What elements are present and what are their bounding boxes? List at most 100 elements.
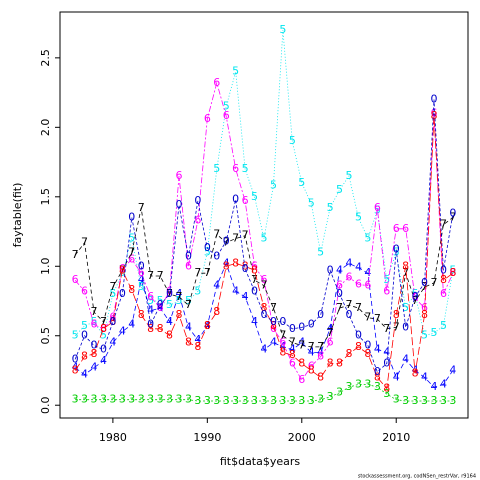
point-marker: 0: [251, 284, 258, 297]
point-marker: 7: [289, 336, 296, 349]
point-marker: 3: [270, 394, 277, 407]
point-marker: 6: [374, 201, 381, 214]
point-marker: 3: [176, 393, 183, 406]
point-marker: 0: [213, 250, 220, 263]
point-marker: 7: [213, 227, 220, 240]
point-marker: 4: [176, 287, 183, 300]
point-marker: 5: [72, 329, 79, 342]
series-line: [74, 30, 454, 337]
point-marker: 3: [185, 393, 192, 406]
point-marker: 7: [364, 311, 371, 324]
point-marker: 0: [393, 243, 400, 256]
point-marker: 0: [421, 276, 428, 289]
point-marker: 3: [402, 394, 409, 407]
point-marker: 7: [346, 298, 353, 311]
point-marker: 7: [383, 322, 390, 335]
point-marker: 8: [251, 263, 258, 276]
point-marker: 0: [402, 320, 409, 333]
point-marker: 8: [374, 370, 381, 383]
point-marker: 8: [204, 319, 211, 332]
point-marker: 3: [138, 393, 145, 406]
point-marker: 3: [393, 393, 400, 406]
point-marker: 0: [138, 259, 145, 272]
point-marker: 3: [308, 394, 315, 407]
y-tick-label: 2.0: [39, 119, 52, 137]
point-marker: 5: [223, 99, 230, 112]
point-marker: 3: [355, 377, 362, 390]
point-marker: 7: [393, 320, 400, 333]
point-marker: 5: [261, 231, 268, 244]
point-marker: 8: [279, 345, 286, 358]
point-marker: 7: [72, 248, 79, 261]
point-marker: 4: [327, 322, 334, 335]
point-marker: 8: [194, 340, 201, 353]
point-marker: 8: [383, 382, 390, 395]
point-marker: 6: [194, 213, 201, 226]
point-marker: 8: [298, 357, 305, 370]
point-marker: 7: [81, 236, 88, 249]
point-marker: 7: [431, 276, 438, 289]
point-marker: 6: [279, 336, 286, 349]
point-marker: 3: [449, 394, 456, 407]
point-marker: 4: [431, 380, 438, 393]
point-marker: 0: [449, 206, 456, 219]
point-marker: 3: [91, 393, 98, 406]
x-tick-label: 1980: [99, 431, 127, 444]
point-marker: 5: [232, 65, 239, 78]
point-marker: 6: [383, 284, 390, 297]
point-marker: 0: [346, 308, 353, 321]
point-marker: 7: [327, 326, 334, 339]
point-marker: 5: [364, 231, 371, 244]
y-tick-label: 0.0: [39, 396, 52, 414]
point-marker: 3: [364, 377, 371, 390]
point-marker: 8: [393, 308, 400, 321]
point-marker: 0: [81, 329, 88, 342]
point-marker: 6: [346, 270, 353, 283]
point-marker: 4: [355, 261, 362, 274]
point-marker: 6: [204, 112, 211, 125]
point-marker: 6: [223, 109, 230, 122]
point-marker: 5: [185, 294, 192, 307]
point-marker: 5: [138, 280, 145, 293]
point-marker: 6: [100, 322, 107, 335]
point-marker: 6: [251, 259, 258, 272]
point-marker: 8: [128, 283, 135, 296]
point-marker: 0: [383, 357, 390, 370]
point-marker: 8: [213, 305, 220, 318]
point-marker: 7: [157, 269, 164, 282]
point-marker: 7: [242, 229, 249, 242]
point-marker: 8: [157, 322, 164, 335]
point-marker: 4: [279, 340, 286, 353]
point-marker: 6: [72, 273, 79, 286]
point-marker: 8: [402, 259, 409, 272]
point-marker: 4: [194, 333, 201, 346]
point-marker: 6: [402, 222, 409, 235]
point-marker: 7: [251, 273, 258, 286]
point-marker: 3: [166, 393, 173, 406]
point-marker: 8: [308, 363, 315, 376]
point-marker: 7: [402, 266, 409, 279]
point-marker: 6: [261, 273, 268, 286]
point-marker: 4: [261, 343, 268, 356]
x-tick-label: 1990: [193, 431, 221, 444]
point-marker: 6: [119, 262, 126, 275]
point-marker: 6: [317, 350, 324, 363]
point-marker: 5: [298, 176, 305, 189]
point-marker: 6: [412, 291, 419, 304]
point-marker: 3: [119, 393, 126, 406]
point-marker: 3: [298, 394, 305, 407]
point-marker: 6: [431, 106, 438, 119]
point-marker: 0: [308, 318, 315, 331]
point-marker: 3: [289, 394, 296, 407]
series-line: [74, 81, 454, 381]
point-marker: 7: [317, 340, 324, 353]
point-marker: 4: [109, 336, 116, 349]
point-marker: 4: [346, 256, 353, 269]
point-marker: 7: [204, 266, 211, 279]
point-marker: 4: [383, 345, 390, 358]
point-marker: 5: [100, 329, 107, 342]
point-marker: 4: [72, 361, 79, 374]
point-marker: 5: [147, 294, 154, 307]
point-marker: 7: [270, 301, 277, 314]
point-marker: 0: [157, 298, 164, 311]
